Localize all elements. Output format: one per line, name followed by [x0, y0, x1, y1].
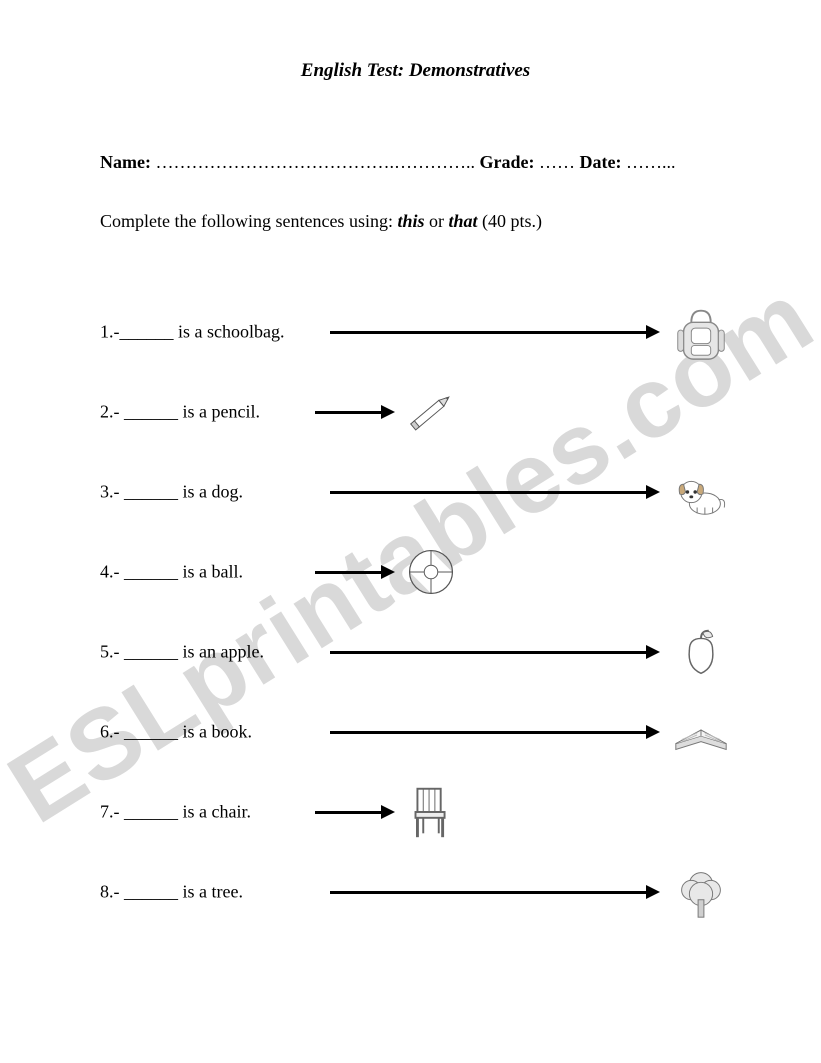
- question-row: 5.- ______ is an apple.: [100, 612, 731, 692]
- question-row: 2.- ______ is a pencil.: [100, 372, 731, 452]
- question-text: 1.-______ is a schoolbag.: [100, 322, 284, 343]
- question-text: 7.- ______ is a chair.: [100, 802, 251, 823]
- date-dots: ……...: [621, 152, 675, 172]
- ball-icon: [400, 541, 462, 603]
- tree-icon: [670, 861, 732, 923]
- instr-kw-that: that: [448, 211, 477, 231]
- name-dots: ………………………………….…………..: [151, 152, 480, 172]
- grade-label: Grade:: [479, 152, 534, 172]
- question-row: 6.- ______ is a book.: [100, 692, 731, 772]
- backpack-icon: [670, 301, 732, 363]
- student-header: Name: ………………………………….………….. Grade: …… Dat…: [100, 152, 731, 173]
- question-text: 2.- ______ is a pencil.: [100, 402, 260, 423]
- arrow: [330, 491, 660, 493]
- chair-icon: [400, 781, 462, 843]
- page-title: English Test: Demonstratives: [100, 60, 731, 82]
- name-label: Name:: [100, 152, 151, 172]
- apple-icon: [670, 621, 732, 683]
- question-text: 3.- ______ is a dog.: [100, 482, 243, 503]
- question-text: 8.- ______ is a tree.: [100, 882, 243, 903]
- arrow: [330, 731, 660, 733]
- pencil-icon: [400, 381, 462, 443]
- arrow: [315, 571, 395, 573]
- grade-dots: ……: [534, 152, 579, 172]
- arrow: [330, 331, 660, 333]
- date-label: Date:: [579, 152, 621, 172]
- instr-mid: or: [424, 211, 448, 231]
- arrow: [315, 811, 395, 813]
- arrow: [330, 891, 660, 893]
- question-row: 1.-______ is a schoolbag.: [100, 292, 731, 372]
- question-row: 7.- ______ is a chair.: [100, 772, 731, 852]
- instr-post: (40 pts.): [478, 211, 543, 231]
- question-row: 4.- ______ is a ball.: [100, 532, 731, 612]
- dog-icon: [670, 461, 732, 523]
- question-text: 6.- ______ is a book.: [100, 722, 252, 743]
- arrow: [315, 411, 395, 413]
- instr-kw-this: this: [397, 211, 424, 231]
- question-text: 4.- ______ is a ball.: [100, 562, 243, 583]
- book-icon: [670, 701, 732, 763]
- instr-pre: Complete the following sentences using:: [100, 211, 397, 231]
- instructions: Complete the following sentences using: …: [100, 211, 731, 232]
- question-text: 5.- ______ is an apple.: [100, 642, 264, 663]
- question-row: 8.- ______ is a tree.: [100, 852, 731, 932]
- question-row: 3.- ______ is a dog.: [100, 452, 731, 532]
- items-list: 1.-______ is a schoolbag. 2.- ______ is a…: [100, 292, 731, 932]
- arrow: [330, 651, 660, 653]
